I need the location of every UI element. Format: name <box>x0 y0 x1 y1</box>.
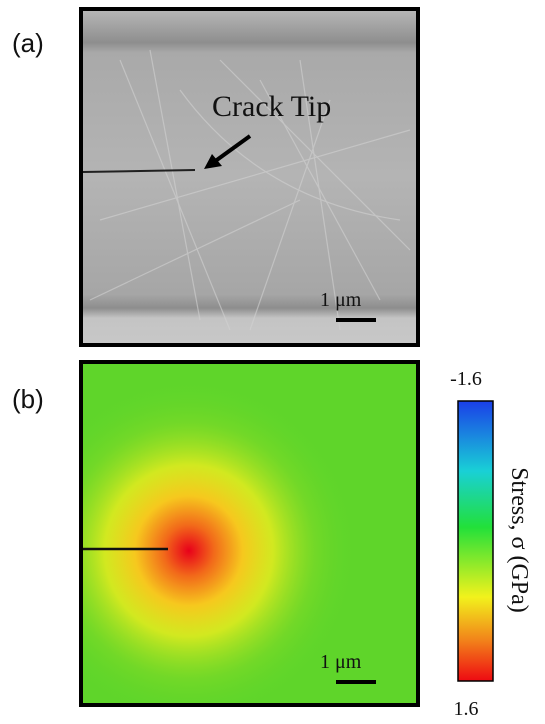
dislocation-texture <box>89 49 411 331</box>
colorbar <box>457 400 494 682</box>
stress-concentration <box>81 362 418 705</box>
colorbar-top-label: -1.6 <box>450 368 482 390</box>
scale-bar-label: 1 μm <box>320 651 362 673</box>
panel-label: (a) <box>12 28 44 58</box>
arrow-head <box>204 154 222 169</box>
scale-bar-label: 1 μm <box>320 289 362 311</box>
panel-label: (b) <box>12 384 44 414</box>
panel-frame <box>79 7 420 347</box>
colorbar-bottom-label: 1.6 <box>454 698 479 720</box>
crack <box>82 169 196 173</box>
arrow <box>212 134 252 164</box>
annotation: Crack Tip <box>212 90 331 123</box>
panel-frame <box>79 360 420 707</box>
colorbar-title: Stress, σ (GPa) <box>506 467 532 613</box>
